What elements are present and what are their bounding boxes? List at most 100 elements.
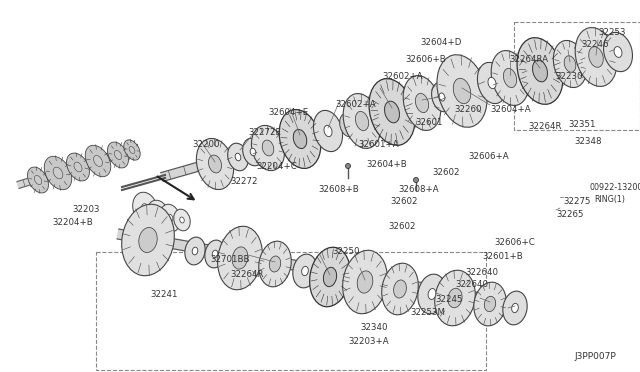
Ellipse shape (346, 164, 351, 169)
Ellipse shape (324, 125, 332, 137)
Ellipse shape (403, 76, 441, 131)
Ellipse shape (340, 113, 356, 137)
Text: 32606+C: 32606+C (494, 238, 535, 247)
Text: 32253M: 32253M (410, 308, 445, 317)
Text: 32608+B: 32608+B (318, 185, 359, 194)
Text: 32601+A: 32601+A (358, 140, 399, 149)
Text: 00922-13200: 00922-13200 (590, 183, 640, 192)
Ellipse shape (259, 241, 291, 287)
Ellipse shape (218, 226, 262, 290)
Ellipse shape (532, 60, 547, 82)
Ellipse shape (212, 250, 218, 258)
Text: 32351: 32351 (568, 120, 595, 129)
Ellipse shape (160, 204, 180, 232)
Text: 32601+B: 32601+B (482, 252, 523, 261)
Ellipse shape (575, 28, 617, 86)
Ellipse shape (554, 41, 587, 87)
Ellipse shape (129, 147, 135, 154)
Ellipse shape (192, 247, 198, 255)
Ellipse shape (435, 270, 476, 326)
Ellipse shape (439, 93, 445, 101)
Ellipse shape (431, 82, 452, 112)
Ellipse shape (293, 129, 307, 148)
Text: 32606+A: 32606+A (468, 152, 509, 161)
Ellipse shape (93, 155, 102, 167)
Ellipse shape (491, 51, 529, 105)
Text: 32204+B: 32204+B (52, 218, 93, 227)
Ellipse shape (279, 110, 321, 169)
Text: 32200: 32200 (192, 140, 220, 149)
Polygon shape (161, 108, 391, 181)
Text: 322640: 322640 (455, 280, 488, 289)
Text: 32264RA: 32264RA (509, 55, 548, 64)
Ellipse shape (484, 296, 495, 312)
Text: 32265: 32265 (556, 210, 584, 219)
Ellipse shape (250, 148, 256, 156)
Ellipse shape (252, 125, 285, 171)
Ellipse shape (413, 177, 419, 183)
Ellipse shape (174, 209, 190, 231)
Bar (514, 22, 640, 130)
Ellipse shape (167, 214, 173, 222)
Ellipse shape (155, 211, 161, 219)
Ellipse shape (262, 140, 274, 156)
Text: 32606+B: 32606+B (405, 55, 445, 64)
Ellipse shape (124, 140, 140, 160)
Ellipse shape (503, 291, 527, 325)
Text: 32230: 32230 (555, 72, 582, 81)
Ellipse shape (342, 250, 387, 314)
Text: 32272: 32272 (230, 177, 257, 186)
Text: 32602+A: 32602+A (335, 100, 376, 109)
Ellipse shape (115, 150, 122, 160)
Text: J3PP007P: J3PP007P (574, 352, 616, 361)
Ellipse shape (477, 62, 507, 104)
Ellipse shape (415, 93, 429, 113)
Ellipse shape (394, 280, 406, 298)
Text: 32246: 32246 (581, 40, 609, 49)
Ellipse shape (243, 138, 263, 166)
Ellipse shape (517, 38, 563, 104)
Text: 32604+E: 32604+E (268, 108, 308, 117)
Text: 32241: 32241 (150, 290, 177, 299)
Ellipse shape (301, 266, 308, 276)
Text: 32203+A: 32203+A (348, 337, 388, 346)
Ellipse shape (53, 167, 63, 179)
Ellipse shape (235, 153, 241, 161)
Ellipse shape (132, 192, 157, 224)
Ellipse shape (196, 138, 234, 190)
Ellipse shape (437, 55, 487, 127)
Ellipse shape (343, 93, 381, 148)
Ellipse shape (269, 256, 281, 272)
Ellipse shape (232, 247, 248, 269)
Polygon shape (117, 229, 521, 310)
Ellipse shape (209, 155, 221, 173)
Text: 32608+A: 32608+A (398, 185, 438, 194)
Ellipse shape (314, 110, 342, 152)
Text: 32264R: 32264R (230, 270, 264, 279)
Ellipse shape (205, 240, 225, 268)
Ellipse shape (355, 111, 369, 131)
Ellipse shape (122, 204, 174, 276)
Text: 32204+C: 32204+C (256, 162, 297, 171)
Ellipse shape (428, 289, 436, 299)
Ellipse shape (604, 32, 632, 72)
Text: 32602: 32602 (388, 222, 415, 231)
Ellipse shape (357, 271, 373, 293)
Ellipse shape (67, 153, 90, 181)
Ellipse shape (185, 237, 205, 265)
Text: 322640: 322640 (465, 268, 498, 277)
Ellipse shape (139, 228, 157, 253)
Text: 32340: 32340 (360, 323, 387, 332)
Ellipse shape (418, 274, 446, 314)
Text: 32348: 32348 (574, 137, 602, 146)
Ellipse shape (108, 142, 129, 168)
Text: 32604+D: 32604+D (420, 38, 461, 47)
Ellipse shape (504, 68, 516, 87)
Ellipse shape (564, 56, 576, 72)
Polygon shape (17, 145, 139, 188)
Ellipse shape (474, 282, 506, 326)
Ellipse shape (28, 167, 49, 193)
Ellipse shape (180, 217, 184, 223)
Bar (96, 252, 486, 370)
Ellipse shape (614, 46, 622, 57)
